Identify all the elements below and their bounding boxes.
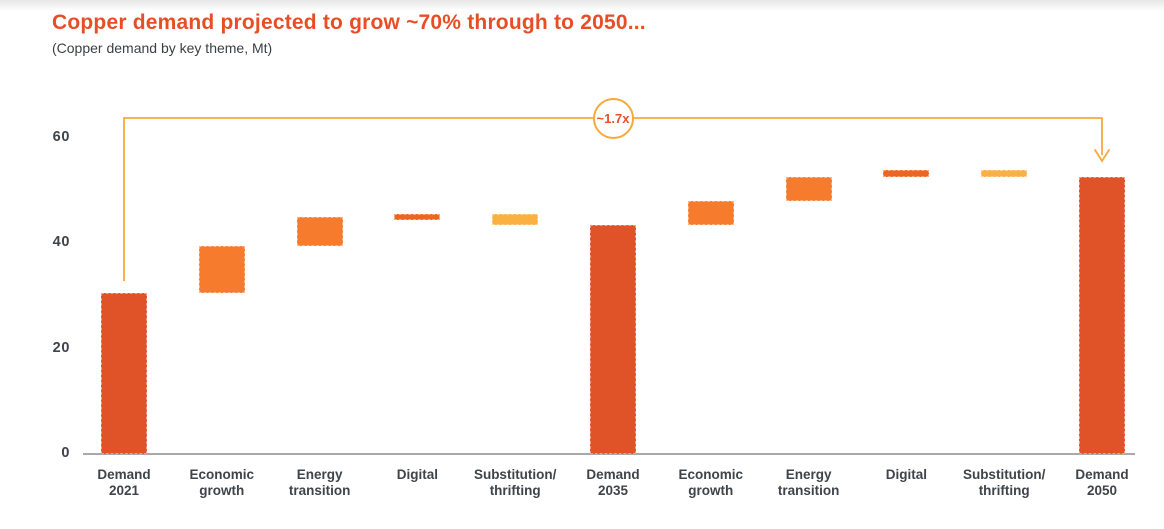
- x-axis-label-economic-growth-2021-35: Economic growth: [189, 467, 255, 498]
- x-axis-label-digital-2021-35: Digital: [396, 467, 439, 482]
- y-axis-tick-label: 0: [61, 445, 70, 461]
- y-axis-tick-label: 60: [52, 128, 70, 145]
- bar-demand-2035: [590, 224, 636, 454]
- arrow-down-icon: [1094, 149, 1110, 163]
- page-subtitle: (Copper demand by key theme, Mt): [52, 40, 273, 56]
- x-axis-label-digital-2035-50: Digital: [885, 467, 928, 482]
- x-axis-label-demand-2035: Demand 2035: [586, 467, 640, 498]
- bar-substitution-thrifting-2021-35: [492, 214, 539, 225]
- x-axis-label-demand-2021: Demand 2021: [97, 467, 151, 498]
- bar-demand-2050: [1079, 177, 1125, 454]
- bar-digital-2035-50: [883, 169, 930, 178]
- bar-energy-transition-2021-35: [296, 216, 343, 246]
- bar-demand-2021: [101, 293, 147, 454]
- y-axis-tick-label: 20: [52, 339, 70, 356]
- growth-multiplier-label: ~1.7x: [596, 110, 630, 126]
- bar-economic-growth-2021-35: [198, 245, 245, 294]
- x-axis-label-demand-2050: Demand 2050: [1075, 467, 1129, 498]
- bar-digital-2021-35: [394, 214, 441, 220]
- x-axis-label-energy-transition-2035-50: Energy transition: [777, 467, 840, 498]
- x-axis-line: [83, 453, 1135, 455]
- page-title: Copper demand projected to grow ~70% thr…: [52, 11, 646, 34]
- x-axis-label-economic-growth-2035-50: Economic growth: [678, 467, 744, 498]
- bar-energy-transition-2035-50: [785, 177, 832, 202]
- y-axis-tick-label: 40: [52, 234, 70, 251]
- growth-multiplier-badge: ~1.7x: [592, 97, 634, 139]
- top-gradient-band: [0, 0, 1164, 11]
- x-axis-label-substitution-thrifting-2035-50: Substitution/thrifting: [962, 467, 1046, 498]
- x-axis-label-substitution-thrifting-2021-35: Substitution/thrifting: [473, 467, 557, 498]
- bar-substitution-thrifting-2035-50: [981, 169, 1028, 178]
- x-axis-label-energy-transition-2021-35: Energy transition: [288, 467, 351, 498]
- bar-economic-growth-2035-50: [687, 201, 734, 225]
